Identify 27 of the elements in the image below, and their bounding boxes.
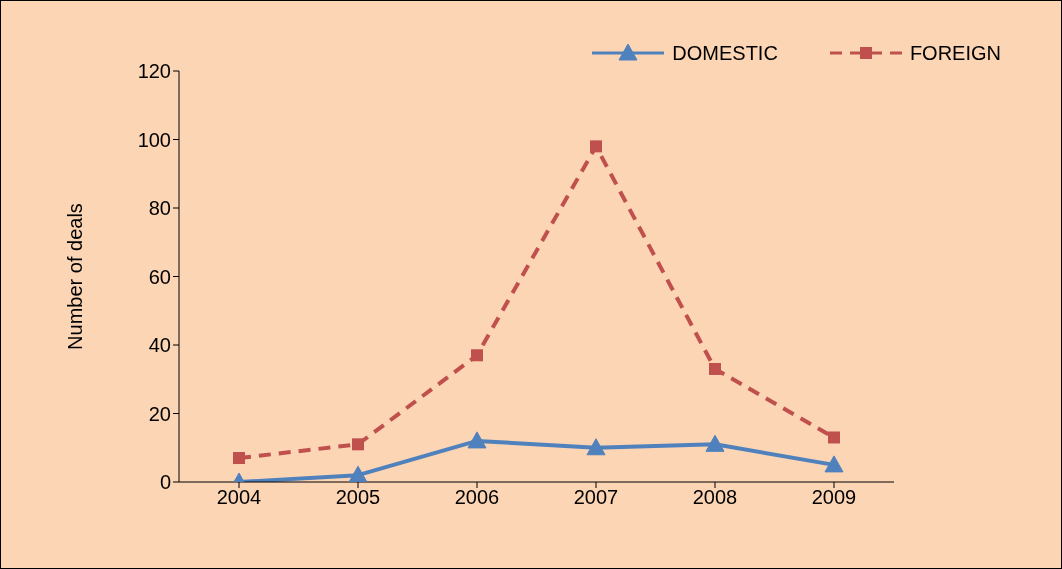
x-tick-label: 2007 xyxy=(573,486,619,509)
point xyxy=(824,455,844,473)
point xyxy=(590,140,602,153)
legend-label: DOMESTIC xyxy=(672,41,778,65)
y-axis-title: Number of deals xyxy=(64,203,87,350)
point xyxy=(471,349,483,362)
x-tick-label: 2004 xyxy=(216,486,262,509)
point xyxy=(828,431,840,444)
point xyxy=(705,434,725,452)
point xyxy=(352,438,364,451)
y-tick-label: 120 xyxy=(137,60,171,83)
x-tick-label: 2006 xyxy=(454,486,500,509)
x-tick-label: 2008 xyxy=(692,486,738,509)
point xyxy=(467,431,487,449)
x-tick-label: 2005 xyxy=(335,486,381,509)
point xyxy=(709,362,721,375)
point xyxy=(586,438,606,456)
y-tick-label: 0 xyxy=(159,471,171,494)
y-tick-label: 40 xyxy=(148,334,171,357)
y-tick-label: 20 xyxy=(148,402,171,425)
point xyxy=(348,465,368,482)
point xyxy=(233,452,245,465)
y-tick-label: 80 xyxy=(148,197,171,220)
y-tick-label: 60 xyxy=(148,265,171,288)
legend-label: FOREIGN xyxy=(909,41,1001,65)
y-tick-label: 100 xyxy=(137,128,171,151)
x-tick-label: 2009 xyxy=(811,486,857,509)
